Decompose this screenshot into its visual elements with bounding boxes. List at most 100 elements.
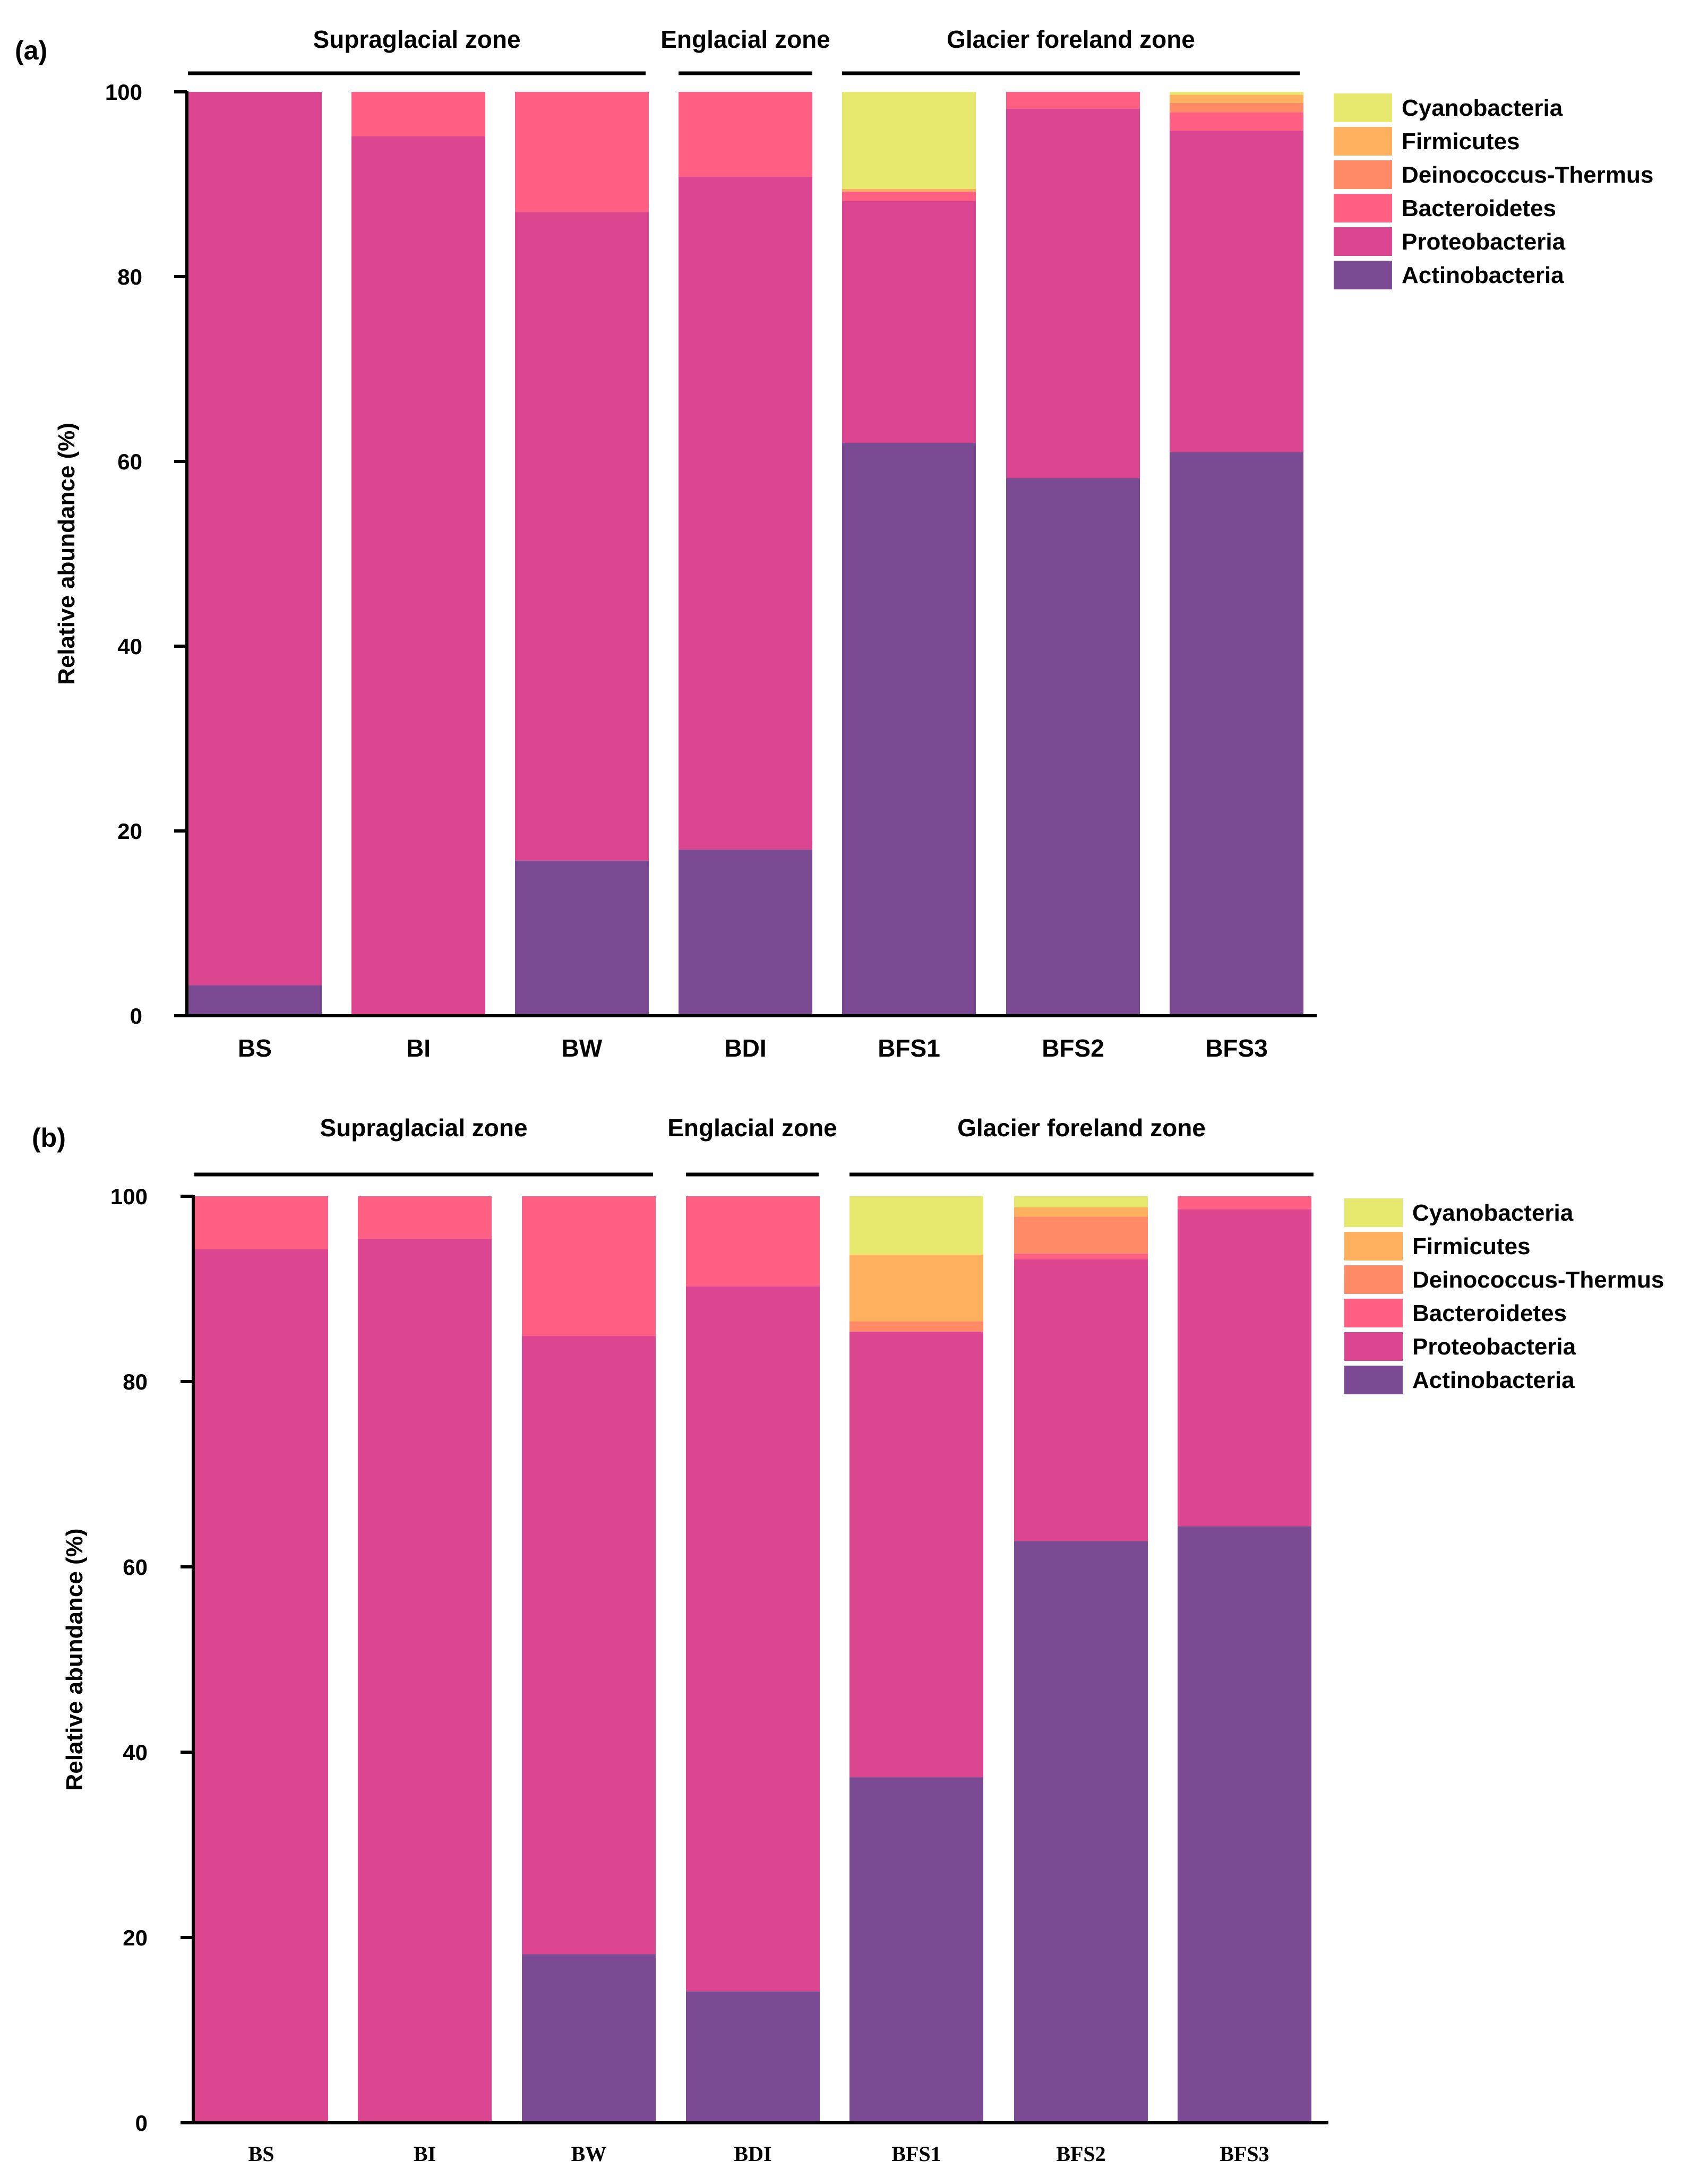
bar-segment-proteobacteria [842,201,976,443]
legend-swatch [1334,227,1392,256]
y-tick-label: 20 [123,1925,148,1950]
x-tick-label: BI [414,2142,436,2166]
bar-segment-actinobacteria [1170,452,1303,1016]
y-tick-label: 40 [117,634,142,659]
x-tick-label: BDI [734,2142,771,2166]
legend-swatch [1344,1332,1403,1361]
y-axis-title: Relative abundance (%) [62,1529,88,1791]
bar-segment-deinococcus-thermus [1170,102,1303,113]
x-tick-label: BS [248,2142,274,2166]
bar-segment-actinobacteria [1014,1541,1148,2123]
bar-segment-proteobacteria [194,1249,328,2123]
legend-label: Firmicutes [1412,1233,1531,1259]
y-tick-label: 100 [110,1184,148,1209]
bar-segment-actinobacteria [1006,478,1140,1016]
bar-segment-proteobacteria [686,1286,820,1992]
y-tick-label: 80 [117,264,142,289]
panel-a: (a) Supraglacial zone Englacial zone Glacie… [15,25,1653,1062]
zone-label: Englacial zone [660,25,830,53]
x-tick-label: BFS3 [1220,2142,1269,2166]
legend-swatch [1344,1299,1403,1327]
legend-label: Actinobacteria [1402,262,1564,288]
bar-segment-cyanobacteria [842,92,976,189]
bar-segment-firmicutes [842,188,976,192]
bar-segment-actinobacteria [515,860,649,1016]
y-tick-label: 100 [105,80,142,105]
x-tick-label: BI [406,1034,431,1062]
x-tick-label: BFS2 [1056,2142,1105,2166]
bar-segment-cyanobacteria [1170,92,1303,95]
legend-swatch [1344,1232,1403,1261]
bar-segment-actinobacteria [842,443,976,1016]
bar-segment-bacteroidetes [351,92,485,136]
bar-segment-proteobacteria [1170,131,1303,452]
bar-segment-proteobacteria [351,136,485,1016]
x-tick-label: BFS1 [878,1034,940,1062]
bar-segment-bacteroidetes [1178,1196,1311,1210]
y-tick-label: 60 [117,449,142,474]
bar-segment-proteobacteria [188,92,322,985]
bar-segment-bacteroidetes [842,191,976,201]
x-tick-label: BFS1 [891,2142,941,2166]
y-tick-label: 40 [123,1740,148,1765]
bar-segment-actinobacteria [686,1991,820,2123]
legend-swatch [1334,194,1392,222]
bar-segment-actinobacteria [849,1777,983,2123]
legend-swatch [1344,1366,1403,1394]
bar-segment-deinococcus-thermus [849,1321,983,1332]
bar-segment-proteobacteria [515,212,649,861]
bar-segment-proteobacteria [1178,1209,1311,1527]
x-tick-label: BFS3 [1205,1034,1268,1062]
bar-segment-actinobacteria [188,985,322,1016]
x-tick-label: BS [238,1034,272,1062]
y-tick-label: 80 [123,1369,148,1394]
legend-swatch [1334,127,1392,156]
bar-segment-bacteroidetes [194,1196,328,1249]
bar-segment-proteobacteria [358,1239,492,2123]
bar-segment-bacteroidetes [515,92,649,212]
bar-segment-proteobacteria [1014,1259,1148,1541]
bar-segment-firmicutes [1014,1207,1148,1217]
legend-label: Proteobacteria [1402,229,1566,255]
zone-label: Supraglacial zone [320,1114,527,1142]
zone-label: Glacier foreland zone [957,1114,1206,1142]
y-tick-label: 0 [135,2111,148,2136]
bar-segment-proteobacteria [522,1336,656,1954]
legend-swatch [1334,261,1392,289]
legend-swatch [1344,1198,1403,1227]
bar-segment-bacteroidetes [1006,92,1140,109]
bar-segment-cyanobacteria [849,1196,983,1255]
bar-segment-bacteroidetes [522,1196,656,1336]
bar-segment-firmicutes [1170,95,1303,103]
bar-segment-proteobacteria [1006,108,1140,478]
y-axis-title: Relative abundance (%) [54,423,80,685]
bar-segment-actinobacteria [522,1954,656,2123]
x-tick-label: BW [571,2142,607,2166]
bar-segment-bacteroidetes [358,1196,492,1239]
legend-label: Cyanobacteria [1402,95,1563,121]
legend-label: Actinobacteria [1412,1367,1575,1393]
y-tick-label: 0 [130,1004,142,1028]
y-tick-label: 60 [123,1555,148,1580]
zone-label: Supraglacial zone [313,25,520,53]
bar-segment-proteobacteria [849,1331,983,1778]
legend-swatch [1334,93,1392,122]
legend-label: Cyanobacteria [1412,1200,1574,1226]
zone-label: Glacier foreland zone [947,25,1195,53]
legend-swatch [1334,160,1392,189]
legend-label: Bacteroidetes [1412,1300,1567,1326]
panel-b: (b) Supraglacial zone Englacial zone Glacie… [32,1114,1664,2166]
bar-segment-cyanobacteria [1014,1196,1148,1207]
bar-segment-bacteroidetes [686,1196,820,1287]
legend-label: Firmicutes [1402,128,1520,155]
legend-swatch [1344,1265,1403,1294]
legend-label: Bacteroidetes [1402,195,1556,221]
zone-label: Englacial zone [667,1114,837,1142]
bar-segment-firmicutes [849,1254,983,1322]
bar-segment-actinobacteria [679,849,812,1016]
panel-label: (b) [32,1123,66,1153]
legend-label: Deinococcus-Thermus [1402,162,1653,188]
x-tick-label: BW [562,1034,603,1062]
panel-label: (a) [15,36,47,65]
